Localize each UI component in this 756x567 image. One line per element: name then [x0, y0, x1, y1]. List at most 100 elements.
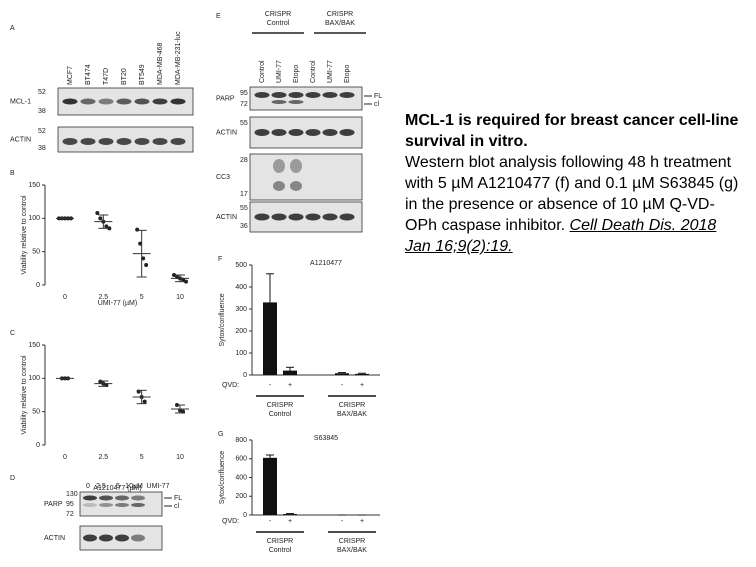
lane-label: MDA-MB-231-luc — [175, 31, 182, 85]
label: CC3 — [216, 174, 230, 181]
band — [273, 159, 285, 173]
bar — [355, 373, 369, 375]
band — [305, 92, 321, 98]
y-tick-label: 0 — [243, 512, 247, 519]
y-tick-label: 50 — [32, 409, 40, 416]
y-tick-label: 0 — [36, 442, 40, 449]
point — [172, 273, 176, 277]
band — [170, 98, 186, 105]
caption-title: MCL-1 is required for breast cancer cell… — [405, 112, 739, 150]
y-axis-title: Viability relative to control — [21, 355, 28, 435]
band — [290, 181, 302, 191]
point — [184, 279, 188, 284]
group-label: CRISPR BAX/BAK — [337, 402, 367, 418]
band — [83, 503, 97, 507]
band — [271, 100, 287, 104]
band — [116, 138, 132, 145]
point — [135, 227, 140, 232]
qvd-sign: + — [288, 518, 292, 525]
label: 52 — [38, 89, 46, 96]
x-tick-label: 0 — [63, 294, 67, 301]
bar — [263, 302, 277, 375]
band — [80, 98, 96, 105]
y-tick-label: 600 — [235, 456, 247, 463]
band — [83, 495, 97, 501]
lane-label: Control — [259, 60, 266, 83]
x-axis-title: UMI-77 (µM) — [98, 300, 137, 307]
label: PARP — [44, 501, 63, 508]
band — [62, 98, 78, 105]
bar — [263, 457, 277, 515]
band — [271, 129, 287, 136]
lane-label: MDA-MB-468 — [157, 42, 164, 85]
band — [98, 138, 114, 145]
band — [99, 495, 113, 501]
blot — [249, 153, 363, 201]
y-tick-label: 300 — [235, 306, 247, 313]
label: A — [10, 25, 15, 32]
point — [98, 216, 103, 221]
band — [339, 129, 355, 136]
y-tick-label: 200 — [235, 493, 247, 500]
label: 38 — [38, 145, 46, 152]
point — [104, 224, 109, 229]
y-tick-label: 0 — [36, 282, 40, 289]
band — [131, 534, 145, 542]
chart-title: S63845 — [314, 435, 338, 442]
label: 0 — [86, 483, 90, 490]
label: F — [218, 256, 222, 263]
band — [152, 138, 168, 145]
x-axis-title: A1210477 (µM) — [93, 485, 141, 492]
lane-label: Etopo — [293, 65, 300, 83]
label: 52 — [38, 128, 46, 135]
band — [134, 98, 150, 105]
blot — [249, 86, 363, 111]
group-label: CRISPR BAX/BAK — [325, 11, 355, 27]
lane-label: BT20 — [121, 68, 128, 85]
band — [99, 534, 113, 542]
label: 38 — [38, 108, 46, 115]
label: 17 — [240, 191, 248, 198]
label: 2.5 — [96, 483, 106, 490]
group-label: CRISPR Control — [267, 402, 293, 418]
qvd-sign: + — [360, 382, 364, 389]
qvd-sign: - — [341, 518, 344, 525]
y-tick-label: 50 — [32, 249, 40, 256]
band — [254, 213, 270, 221]
band — [339, 213, 355, 221]
y-tick-label: 100 — [28, 215, 40, 222]
qvd-sign: - — [269, 518, 272, 525]
band — [254, 92, 270, 98]
label: 36 — [240, 223, 248, 230]
point — [107, 226, 112, 231]
label: ACTIN — [10, 136, 31, 143]
label: PARP — [216, 95, 235, 102]
band — [115, 534, 129, 542]
y-axis-title: Viability relative to control — [21, 195, 28, 275]
band — [99, 503, 113, 507]
caption: MCL-1 is required for breast cancer cell… — [405, 110, 745, 257]
label: 10µM — [125, 483, 143, 490]
label: 55 — [240, 120, 248, 127]
bar — [283, 514, 297, 515]
x-tick-label: 2.5 — [98, 294, 108, 301]
label: 130 — [66, 491, 78, 498]
label: E — [216, 13, 221, 20]
band — [288, 100, 304, 104]
label: C — [10, 330, 15, 337]
label: 5 — [116, 483, 120, 490]
y-tick-label: 500 — [235, 262, 247, 269]
group-label: CRISPR BAX/BAK — [337, 538, 367, 554]
bar — [283, 370, 297, 375]
y-axis-title: Sytox/confluence — [219, 293, 226, 346]
lane-label: MCF7 — [67, 66, 74, 85]
group-label: CRISPR Control — [267, 538, 293, 554]
y-tick-label: 400 — [235, 284, 247, 291]
y-tick-label: 150 — [28, 342, 40, 349]
band — [131, 503, 145, 507]
lane-label: BT549 — [139, 64, 146, 85]
band — [322, 129, 338, 136]
label: 95 — [240, 90, 248, 97]
